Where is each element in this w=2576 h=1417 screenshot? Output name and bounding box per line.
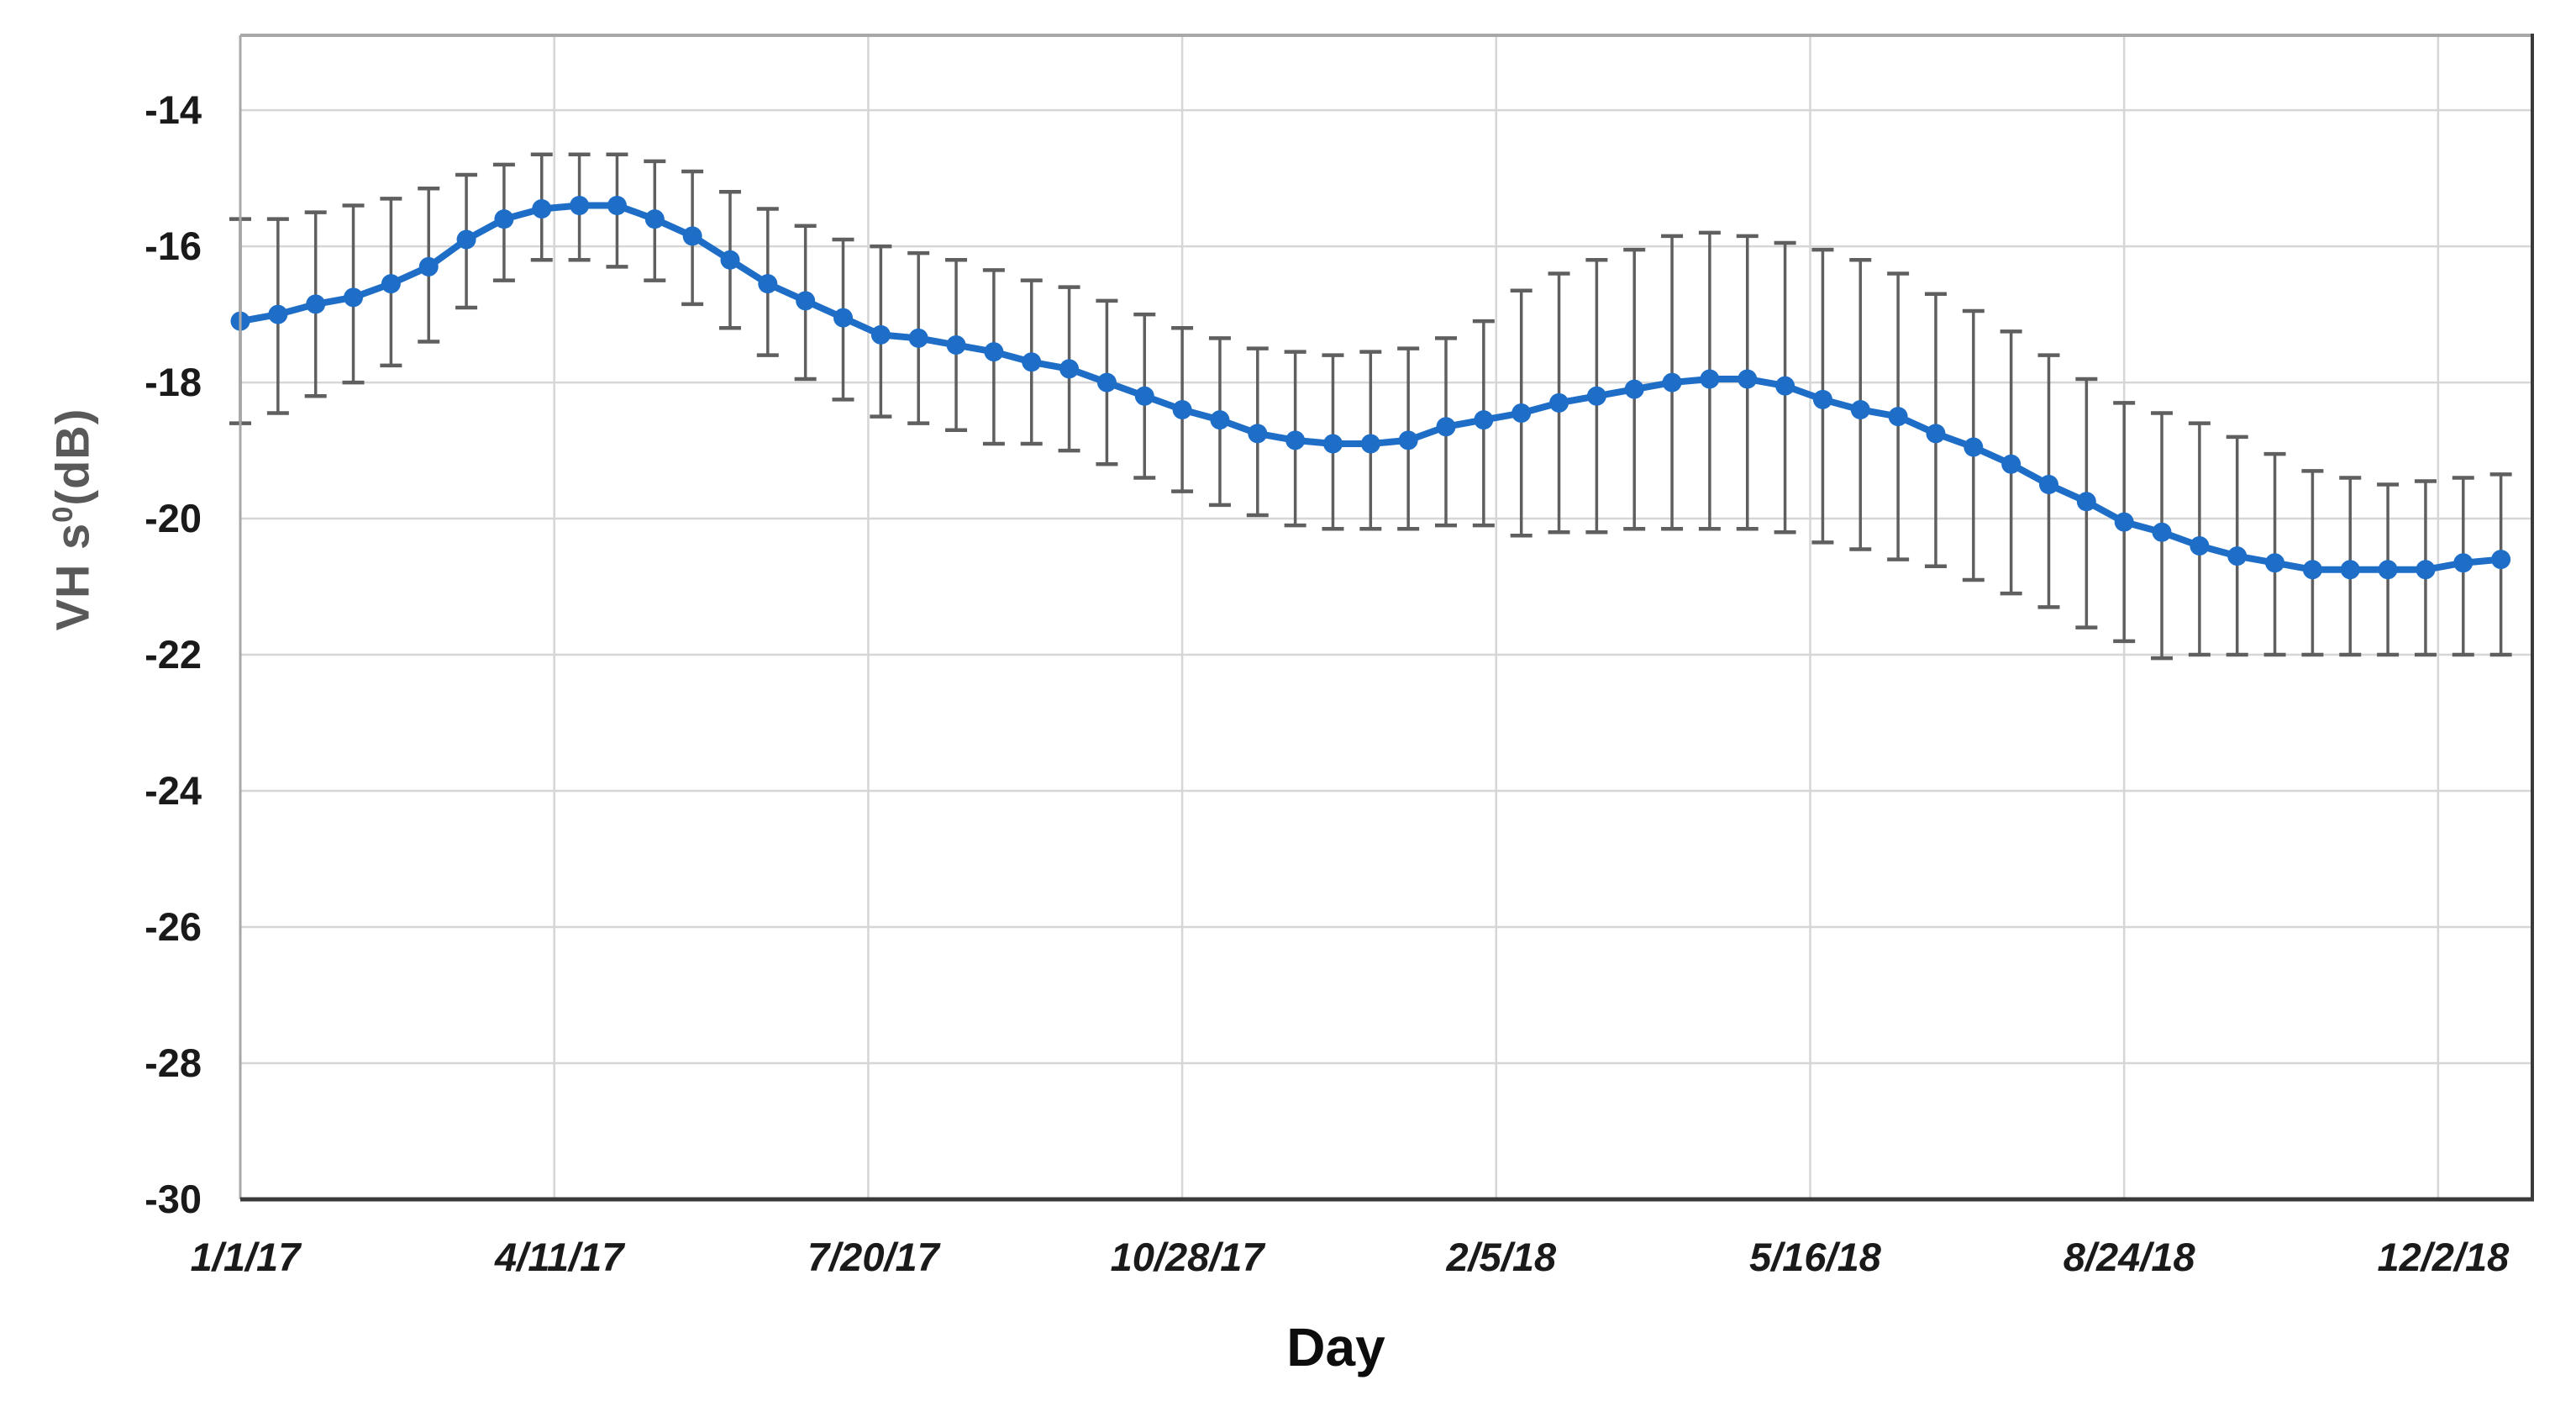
y-axis-title-unit: (dB) [45, 408, 99, 506]
data-point-marker [2340, 560, 2360, 580]
data-point-marker [1549, 392, 1569, 413]
data-point-marker [946, 335, 966, 356]
data-point-marker [1134, 386, 1154, 406]
data-point-marker [1398, 430, 1418, 450]
data-point-marker [2416, 560, 2436, 580]
data-point-marker [570, 195, 590, 215]
y-tick-label: -16 [145, 224, 202, 268]
y-tick-label: -30 [145, 1177, 202, 1221]
data-point-marker [1964, 437, 1984, 457]
data-point-marker [1210, 410, 1230, 430]
data-point-marker [607, 195, 627, 215]
data-point-marker [418, 256, 439, 277]
data-point-marker [456, 229, 476, 250]
data-point-marker [1511, 403, 1532, 424]
x-axis-title: Day [1286, 1317, 1385, 1377]
data-point-marker [1285, 430, 1306, 450]
data-point-marker [1059, 359, 1080, 379]
data-point-marker [381, 274, 401, 294]
data-point-marker [1700, 369, 1720, 389]
data-point-marker [2152, 522, 2172, 542]
data-point-marker [2491, 550, 2511, 570]
y-axis-title-text: VH s [45, 522, 99, 631]
data-point-marker [1096, 372, 1117, 392]
x-tick-label: 7/20/17 [807, 1235, 941, 1279]
data-point-marker [2114, 512, 2134, 532]
data-point-marker [344, 287, 364, 308]
x-tick-label: 4/11/17 [494, 1235, 625, 1279]
y-tick-label: -22 [145, 632, 202, 677]
data-point-marker [1850, 399, 1870, 419]
data-point-marker [1926, 424, 1946, 444]
x-tick-label: 5/16/18 [1749, 1235, 1882, 1279]
data-point-marker [1322, 434, 1343, 454]
y-tick-label: -14 [145, 87, 202, 132]
data-point-marker [1624, 379, 1644, 399]
data-point-marker [833, 308, 854, 328]
data-point-marker [2190, 535, 2210, 556]
x-tick-label: 12/2/18 [2377, 1235, 2510, 1279]
data-point-marker [2378, 560, 2398, 580]
data-point-marker [682, 226, 702, 246]
data-point-marker [1022, 352, 1042, 372]
y-tick-label: -28 [145, 1040, 202, 1085]
x-tick-label: 8/24/18 [2063, 1235, 2196, 1279]
data-point-marker [1474, 410, 1494, 430]
data-point-marker [1172, 399, 1192, 419]
data-point-marker [532, 199, 552, 219]
data-point-marker [720, 250, 740, 270]
data-point-marker [1586, 386, 1606, 406]
data-point-marker [1662, 372, 1682, 392]
data-point-marker [2453, 553, 2473, 573]
data-point-marker [1812, 389, 1832, 409]
y-tick-label: -26 [145, 904, 202, 949]
y-tick-label: -20 [145, 496, 202, 540]
data-point-marker [1436, 417, 1456, 437]
data-point-marker [2265, 553, 2285, 573]
x-tick-label: 1/1/17 [191, 1235, 302, 1279]
data-point-marker [1775, 376, 1795, 396]
x-tick-label: 2/5/18 [1445, 1235, 1557, 1279]
data-point-marker [2001, 454, 2021, 474]
data-point-marker [984, 342, 1004, 362]
y-tick-label: -24 [145, 768, 202, 813]
data-point-marker [2227, 546, 2247, 566]
data-point-marker [1888, 407, 1908, 427]
x-tick-label: 10/28/17 [1111, 1235, 1266, 1279]
data-point-marker [2076, 492, 2096, 512]
data-point-marker [494, 209, 514, 229]
y-axis-title: VH s0(dB) [45, 408, 100, 631]
y-axis-title-superscript: 0 [46, 505, 79, 523]
data-point-marker [870, 324, 891, 345]
data-point-marker [2302, 560, 2322, 580]
data-point-marker [796, 291, 816, 311]
data-point-marker [2039, 475, 2059, 495]
data-point-marker [306, 294, 326, 314]
data-point-marker [644, 209, 665, 229]
data-point-marker [1360, 434, 1380, 454]
data-point-marker [908, 328, 928, 348]
data-point-marker [758, 274, 778, 294]
data-point-marker [268, 304, 288, 324]
y-tick-label: -18 [145, 360, 202, 404]
data-point-marker [1248, 424, 1268, 444]
data-point-marker [1737, 369, 1758, 389]
